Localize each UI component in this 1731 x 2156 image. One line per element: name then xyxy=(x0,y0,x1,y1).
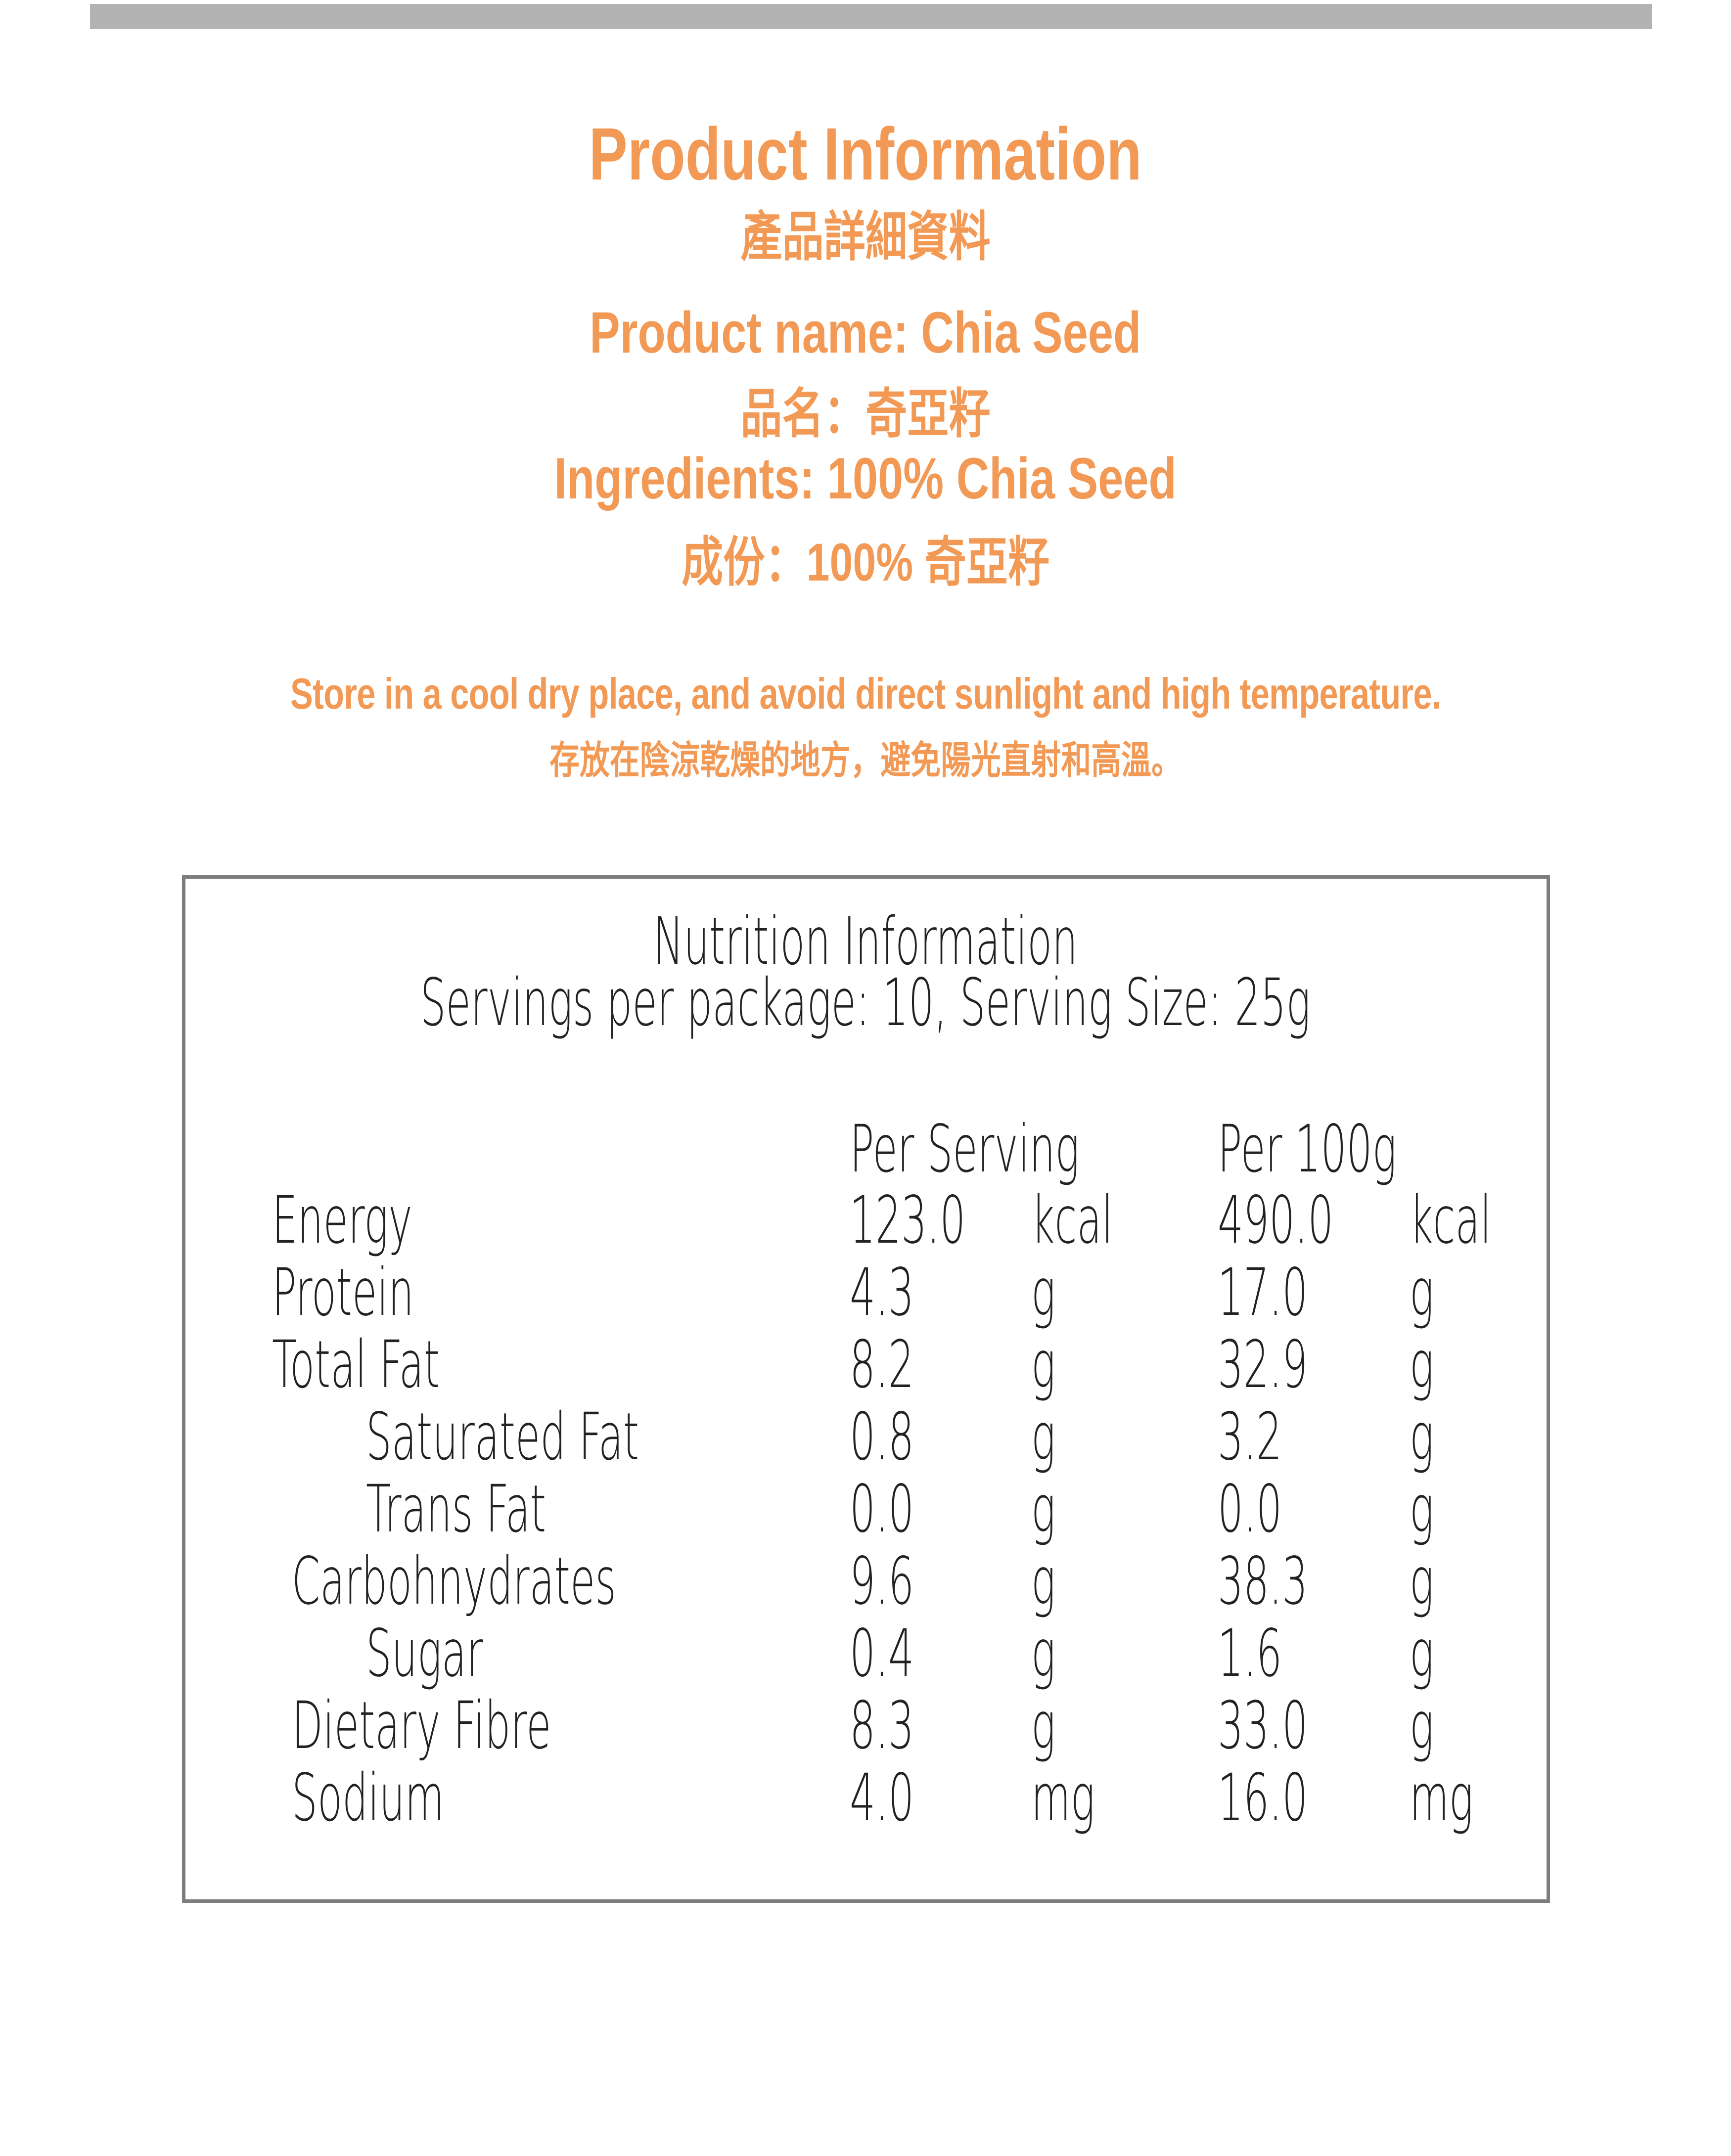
product-name-zh: 品名：奇亞籽 xyxy=(740,384,991,444)
per-100g-value: 1.6 xyxy=(1218,1616,1282,1692)
per-100g-value: 3.2 xyxy=(1218,1399,1282,1475)
per-serving-value: 8.3 xyxy=(850,1688,914,1764)
nutrition-panel xyxy=(182,875,1550,1903)
nutrient-label: Energy xyxy=(272,1182,412,1258)
storage-instructions-zh: 存放在陰涼乾燥的地方，避免陽光直射和高溫。 xyxy=(549,738,1182,782)
nutrient-label: Protein xyxy=(272,1255,414,1331)
nutrient-label: Sodium xyxy=(292,1760,445,1836)
column-header-per-100g: Per 100g xyxy=(1218,1111,1397,1187)
nutrition-heading: Nutrition Information xyxy=(653,903,1078,980)
nutrient-label: Carbohnydrates xyxy=(292,1543,616,1619)
per-serving-unit: mg xyxy=(1031,1760,1095,1836)
ingredients: Ingredients: 100% Chia Seed xyxy=(554,446,1177,511)
per-serving-unit: g xyxy=(1031,1327,1056,1403)
per-100g-value: 16.0 xyxy=(1218,1760,1308,1836)
per-serving-value: 0.4 xyxy=(850,1616,914,1692)
per-100g-value: 17.0 xyxy=(1218,1255,1308,1331)
per-serving-value: 9.6 xyxy=(850,1543,914,1619)
servings-info: Servings per package: 10, Serving Size: … xyxy=(420,965,1311,1041)
per-100g-unit: g xyxy=(1410,1688,1434,1764)
nutrient-label: Trans Fat xyxy=(366,1471,547,1547)
per-serving-unit: kcal xyxy=(1031,1182,1113,1258)
per-serving-unit: g xyxy=(1031,1543,1056,1619)
per-serving-unit: g xyxy=(1031,1255,1056,1331)
column-header-per-serving: Per Serving xyxy=(850,1111,1080,1187)
product-name: Product name: Chia Seed xyxy=(590,300,1141,365)
ingredients-zh: 成份：100% 奇亞籽 xyxy=(681,532,1050,592)
per-100g-unit: g xyxy=(1410,1471,1434,1547)
per-serving-value: 4.0 xyxy=(850,1760,914,1836)
top-divider-bar xyxy=(90,4,1652,29)
per-serving-value: 123.0 xyxy=(850,1182,966,1258)
per-100g-value: 32.9 xyxy=(1218,1327,1308,1403)
per-100g-unit: g xyxy=(1410,1616,1434,1692)
storage-instructions: Store in a cool dry place, and avoid dir… xyxy=(290,669,1441,718)
per-100g-unit: g xyxy=(1410,1399,1434,1475)
per-serving-value: 4.3 xyxy=(850,1255,914,1331)
per-100g-unit: mg xyxy=(1410,1760,1473,1836)
per-100g-unit: g xyxy=(1410,1255,1434,1331)
per-100g-value: 490.0 xyxy=(1218,1182,1334,1258)
per-serving-unit: g xyxy=(1031,1399,1056,1475)
per-100g-value: 33.0 xyxy=(1218,1688,1308,1764)
page-title-zh: 產品詳細資料 xyxy=(740,207,991,267)
per-serving-value: 0.8 xyxy=(850,1399,914,1475)
per-100g-unit: kcal xyxy=(1410,1182,1492,1258)
per-100g-value: 0.0 xyxy=(1218,1471,1282,1547)
nutrient-label: Sugar xyxy=(366,1616,483,1692)
per-100g-unit: g xyxy=(1410,1543,1434,1619)
per-serving-value: 0.0 xyxy=(850,1471,914,1547)
per-serving-unit: g xyxy=(1031,1616,1056,1692)
page-title: Product Information xyxy=(589,112,1142,195)
nutrient-label: Total Fat xyxy=(272,1327,440,1403)
per-serving-value: 8.2 xyxy=(850,1327,914,1403)
nutrient-label: Dietary Fibre xyxy=(292,1688,551,1764)
per-serving-unit: g xyxy=(1031,1688,1056,1764)
nutrient-label: Saturated Fat xyxy=(366,1399,639,1475)
per-serving-unit: g xyxy=(1031,1471,1056,1547)
per-100g-unit: g xyxy=(1410,1327,1434,1403)
per-100g-value: 38.3 xyxy=(1218,1543,1308,1619)
